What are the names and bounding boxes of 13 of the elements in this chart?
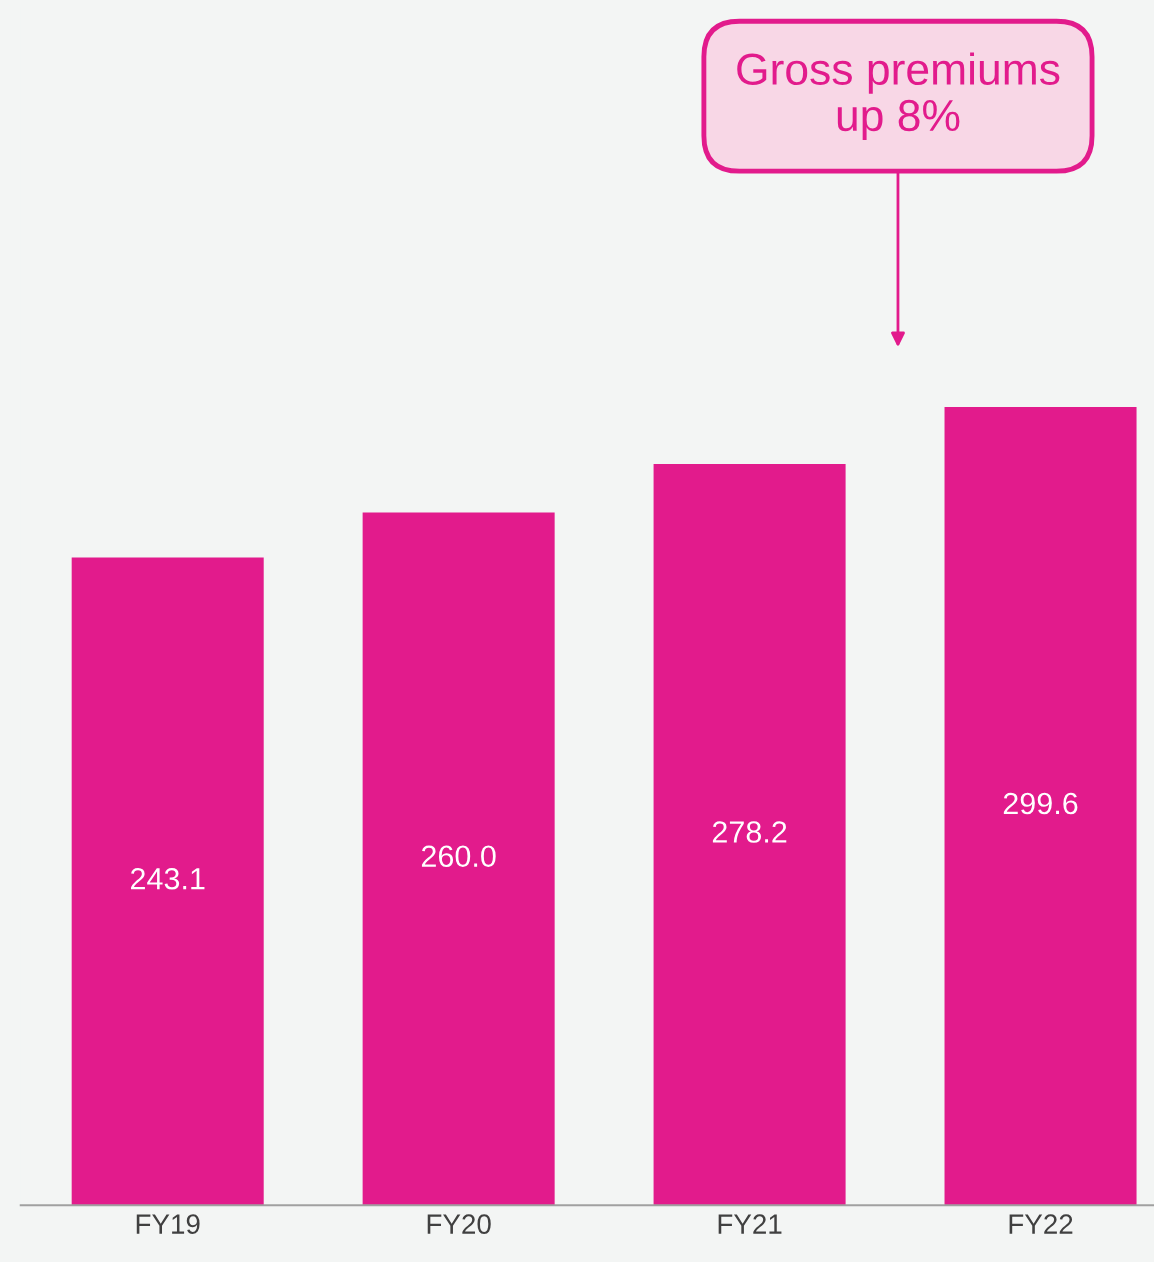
bar: [362, 512, 555, 1206]
x-tick-label: FY19: [136, 1214, 200, 1234]
x-tick-label: FY22: [1009, 1214, 1073, 1234]
data-label: 243.1: [131, 867, 205, 890]
bar: [653, 464, 846, 1206]
x-tick-label: FY21: [718, 1214, 782, 1234]
x-tick-label: FY20: [427, 1214, 491, 1234]
data-label: 260.0: [421, 845, 496, 868]
annotation: Gross premiums up 8%: [737, 52, 1060, 141]
data-label: 278.2: [712, 821, 787, 843]
bar: [944, 407, 1137, 1206]
bar: [71, 557, 264, 1206]
data-label: 299.6: [1003, 792, 1078, 815]
